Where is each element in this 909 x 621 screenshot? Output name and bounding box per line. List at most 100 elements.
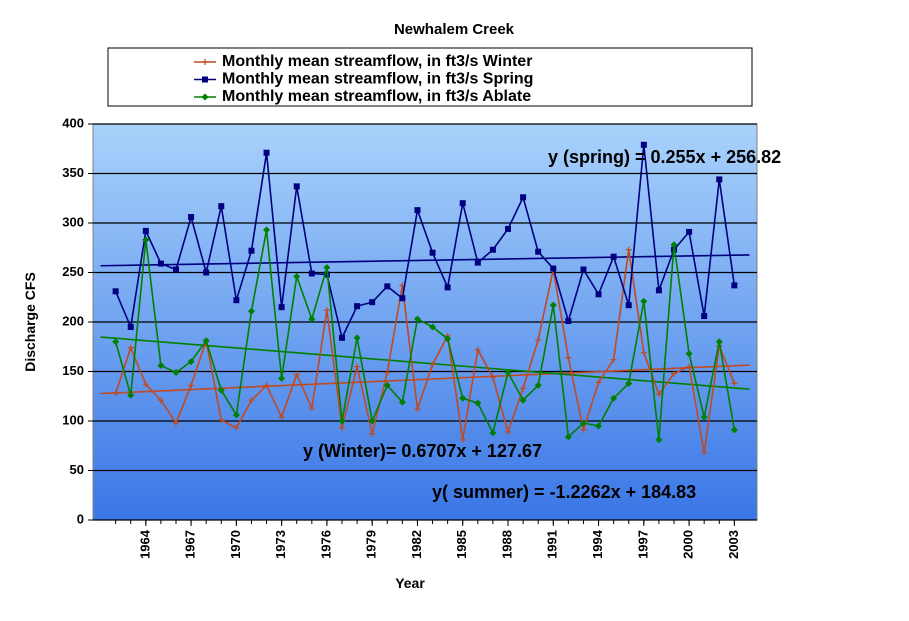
data-point	[731, 282, 738, 289]
x-tick-label: 1964	[137, 529, 152, 559]
data-point	[655, 287, 662, 294]
data-point	[625, 246, 632, 253]
data-point	[595, 422, 603, 430]
data-point	[670, 241, 678, 249]
series-line	[114, 144, 736, 341]
data-point	[610, 253, 617, 260]
data-point	[369, 299, 376, 306]
chart-title: Newhalem Creek	[394, 21, 515, 38]
data-point	[505, 225, 511, 232]
data-point	[263, 382, 270, 389]
data-point	[625, 379, 633, 387]
data-point	[671, 370, 677, 377]
trend-equation: y( summer) = -1.2262x + 184.83	[432, 482, 696, 502]
data-point	[188, 382, 195, 389]
data-point	[127, 391, 135, 399]
data-point	[127, 344, 134, 351]
data-point	[429, 249, 436, 256]
y-tick-label: 50	[70, 462, 84, 477]
x-tick-label: 1979	[364, 530, 379, 559]
y-tick-label: 200	[62, 313, 84, 328]
data-point	[686, 363, 693, 370]
data-point	[339, 424, 345, 431]
data-point	[218, 203, 225, 210]
data-point	[202, 76, 208, 83]
data-point	[686, 228, 693, 235]
y-tick-label: 300	[62, 214, 84, 229]
data-point	[202, 59, 208, 65]
data-point	[278, 414, 285, 421]
data-point	[474, 346, 481, 353]
data-point	[655, 391, 662, 398]
y-axis-label: Discharge CFS	[22, 272, 38, 372]
y-tick-label: 150	[62, 363, 84, 378]
data-point	[580, 266, 587, 273]
data-point	[263, 149, 270, 156]
data-point	[655, 436, 663, 444]
data-point	[384, 283, 391, 290]
data-point	[459, 394, 467, 402]
data-point	[338, 417, 346, 425]
data-point	[218, 417, 225, 424]
legend-label: Monthly mean streamflow, in ft3/s Winter	[222, 53, 532, 70]
data-point	[716, 176, 723, 183]
data-point	[580, 426, 587, 433]
data-point	[489, 246, 496, 253]
trend-equation: y (Winter)= 0.6707x + 127.67	[303, 441, 542, 461]
data-point	[459, 200, 466, 207]
y-tick-label: 350	[62, 165, 84, 180]
data-point	[535, 248, 542, 255]
data-point	[339, 334, 345, 341]
data-point	[625, 302, 632, 309]
trendline	[100, 364, 750, 395]
data-point	[112, 338, 120, 346]
data-point	[701, 313, 708, 320]
data-point	[429, 323, 437, 331]
legend-label: Monthly mean streamflow, in ft3/s Ablate	[222, 88, 531, 105]
data-point	[640, 297, 648, 305]
data-point	[127, 323, 134, 330]
x-tick-label: 1982	[409, 530, 424, 559]
y-tick-label: 250	[62, 264, 84, 279]
data-point	[112, 288, 119, 295]
data-point	[354, 303, 361, 310]
x-tick-label: 1991	[545, 530, 560, 559]
data-point	[413, 315, 421, 323]
data-point	[217, 386, 225, 394]
data-point	[354, 363, 361, 370]
series-line	[114, 249, 736, 453]
x-tick-label: 1970	[228, 530, 243, 559]
data-point	[157, 397, 164, 404]
x-tick-label: 1976	[318, 530, 333, 559]
y-tick-label: 400	[62, 115, 84, 130]
data-point	[323, 264, 331, 272]
data-point	[730, 426, 738, 434]
data-point	[232, 411, 240, 419]
data-point	[398, 398, 406, 406]
data-point	[308, 270, 315, 277]
data-point	[610, 394, 618, 402]
data-point	[564, 433, 572, 441]
x-tick-label: 1967	[183, 530, 198, 559]
data-point	[715, 338, 723, 346]
data-point	[369, 430, 376, 437]
data-point	[474, 399, 482, 407]
data-point	[550, 265, 557, 272]
x-tick-label: 1985	[454, 530, 469, 559]
data-point	[565, 318, 572, 325]
data-point	[353, 334, 361, 342]
data-point	[474, 259, 481, 266]
data-point	[142, 236, 150, 244]
data-point	[263, 226, 271, 234]
data-point	[368, 417, 376, 425]
data-point	[142, 381, 149, 388]
data-point	[520, 385, 527, 392]
series-line	[114, 229, 736, 440]
data-point	[248, 247, 255, 254]
data-point	[323, 307, 330, 314]
y-tick-label: 100	[62, 412, 84, 427]
data-point	[444, 284, 451, 291]
data-point	[248, 397, 255, 404]
data-point	[187, 358, 195, 366]
